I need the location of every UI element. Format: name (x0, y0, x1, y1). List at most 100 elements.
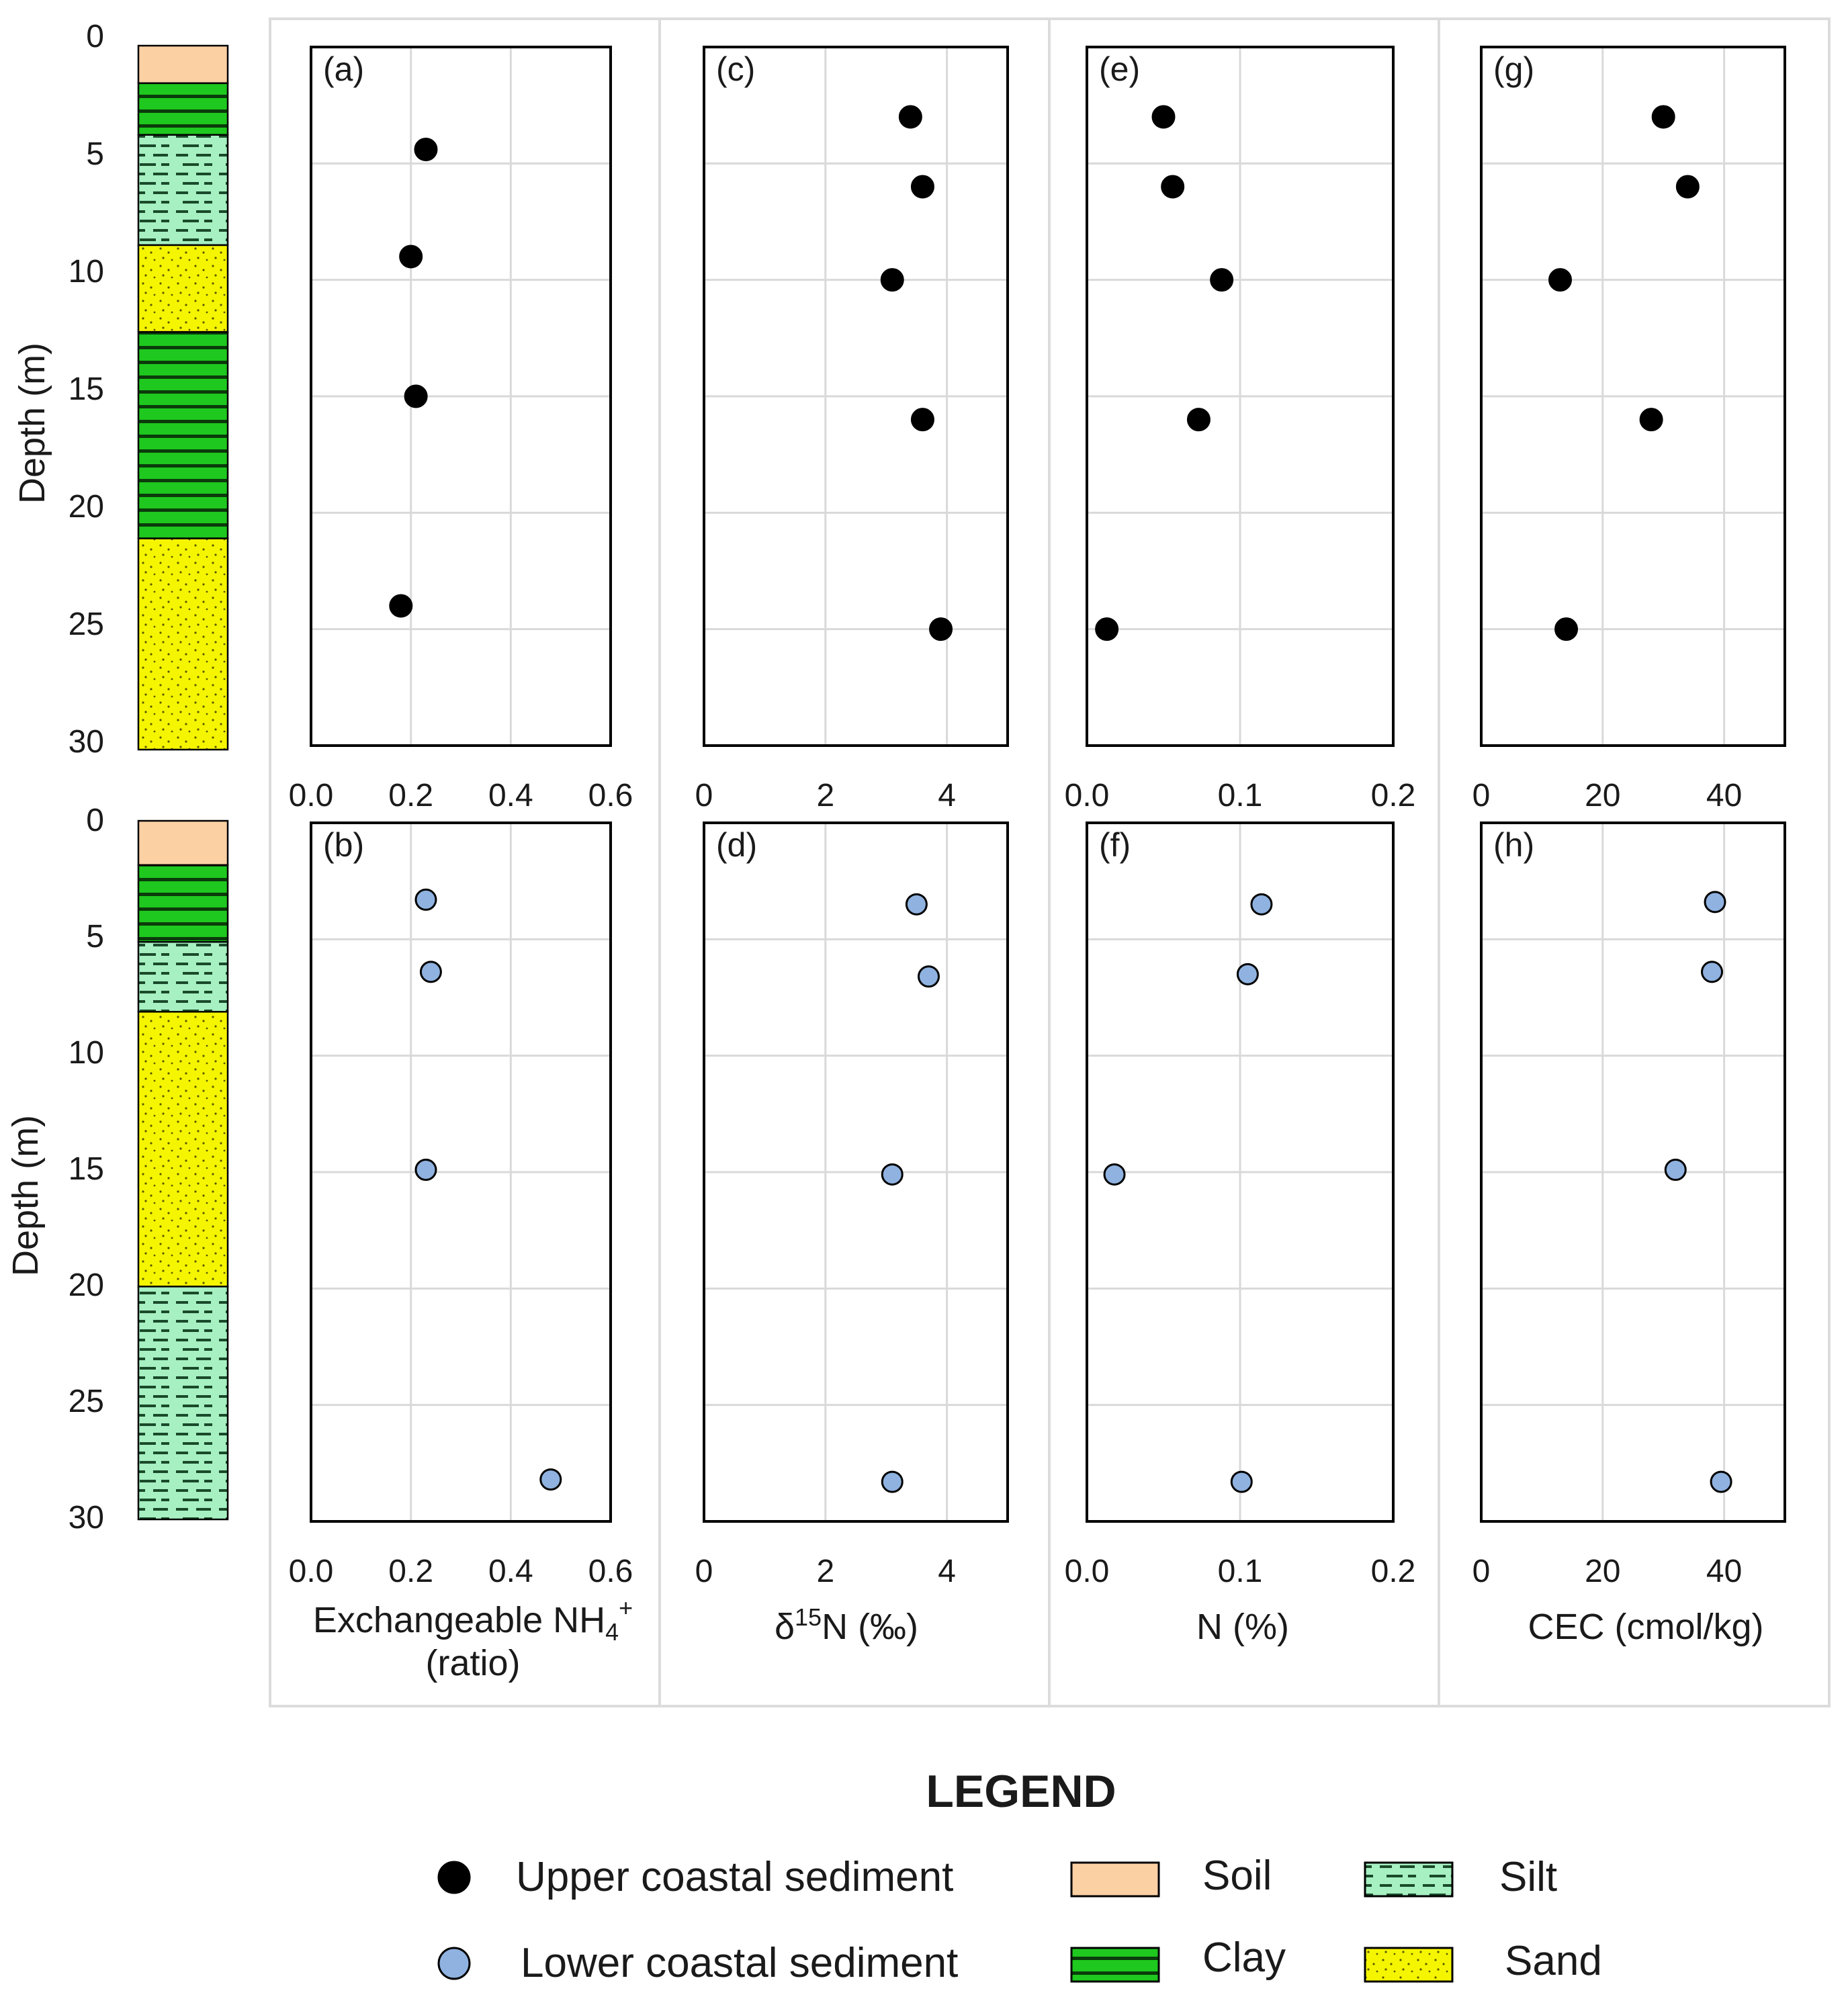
scatter-panel-b: (b) 0.0 0.2 0.4 0.6 (289, 821, 633, 1589)
d15n-label-sup: 15 (795, 1603, 822, 1631)
data-point (898, 105, 922, 129)
x-axis-title-nh4-line2: (ratio) (425, 1643, 520, 1683)
legend-clay-swatch (1070, 1947, 1160, 1983)
x-tick-label: 0 (1472, 778, 1491, 813)
lithology-layer-silt (137, 134, 229, 247)
panel-label: (f) (1099, 826, 1131, 864)
data-point (389, 594, 413, 618)
panel-label: (h) (1493, 826, 1534, 864)
data-point (917, 965, 940, 988)
x-tick-label: 0.2 (388, 778, 433, 813)
data-point (910, 175, 934, 199)
depth-tick-upper: 5 (86, 136, 104, 172)
lithology-layer-sand (137, 244, 229, 333)
depth-tick-upper: 0 (86, 19, 104, 54)
lithology-layer-sand (137, 1011, 229, 1288)
depth-tick-lower: 15 (69, 1151, 104, 1187)
lithology-column-lower (137, 819, 229, 1521)
data-point (1210, 268, 1234, 292)
data-point (1548, 268, 1573, 292)
data-point (1701, 961, 1724, 983)
scatter-panel-h: (h) 0 20 40 (1472, 821, 1786, 1589)
legend-sand-label: Sand (1505, 1938, 1602, 1984)
depth-tick-lower: 20 (69, 1268, 104, 1303)
depth-tick-upper: 15 (69, 371, 104, 407)
legend-soil-label: Soil (1202, 1853, 1272, 1899)
data-point (404, 384, 428, 408)
nh4-label-sub: 4 (605, 1618, 619, 1646)
legend-upper-marker (437, 1861, 471, 1894)
legend-soil-swatch (1070, 1861, 1160, 1898)
data-point (929, 617, 953, 641)
x-tick-label: 0 (1472, 1554, 1491, 1589)
x-tick-label: 2 (816, 778, 834, 813)
d15n-label-pre: δ (775, 1607, 795, 1647)
panel-label: (b) (323, 826, 364, 864)
x-tick-label: 0.0 (1065, 778, 1110, 813)
legend-sand-swatch (1364, 1947, 1454, 1983)
x-tick-label: 20 (1585, 1554, 1620, 1589)
data-point (1639, 408, 1663, 432)
x-tick-label: 40 (1706, 1554, 1742, 1589)
data-point (1554, 617, 1579, 641)
lithology-layer-clay (137, 330, 229, 539)
lithology-layer-soil (137, 44, 229, 85)
x-tick-label: 4 (938, 778, 956, 813)
data-point (1710, 1470, 1732, 1493)
nh4-label-sup: + (619, 1594, 633, 1621)
plot-frame (703, 821, 1009, 1523)
data-point (539, 1468, 562, 1491)
panel-label: (a) (323, 50, 364, 88)
data-point (881, 1470, 904, 1493)
data-point (414, 888, 437, 911)
legend-lower-marker (437, 1947, 471, 1980)
data-point (1236, 963, 1259, 985)
data-point (399, 244, 423, 269)
data-point (1103, 1163, 1126, 1186)
legend-clay-label: Clay (1202, 1935, 1286, 1981)
x-axis-title-n: N (%) (1196, 1607, 1289, 1647)
data-point (910, 408, 934, 432)
data-point (1675, 175, 1700, 199)
x-axis-title-cec: CEC (cmol/kg) (1528, 1607, 1763, 1647)
data-point (1230, 1470, 1253, 1493)
x-tick-label: 0.6 (588, 778, 633, 813)
lithology-layer-soil (137, 819, 229, 866)
data-point (1704, 891, 1726, 914)
x-tick-label: 0.2 (1371, 778, 1416, 813)
x-tick-label: 4 (938, 1554, 956, 1589)
plot-frame (703, 46, 1009, 747)
column-frame-4 (1438, 17, 1831, 1707)
scatter-panels: (a)0.0 0.2 0.4 0.6(b)0.0 0.2 0.4 0.6(c)0 2 4(d)0… (289, 46, 1786, 1589)
data-point (1095, 617, 1119, 641)
data-point (1664, 1159, 1687, 1182)
nh4-label-main: Exchangeable NH (313, 1600, 605, 1640)
data-point (1161, 175, 1185, 199)
depth-tick-upper: 10 (69, 254, 104, 290)
x-axis-title-d15n: δ15N (‰) (775, 1603, 918, 1647)
d15n-label-post: N (‰) (822, 1607, 918, 1647)
depth-tick-lower: 5 (86, 919, 104, 954)
legend-title: LEGEND (926, 1766, 1116, 1817)
legend-silt-label: Silt (1499, 1854, 1557, 1900)
x-tick-label: 0.0 (289, 778, 334, 813)
plot-frame (310, 46, 612, 747)
legend-upper-label: Upper coastal sediment (516, 1854, 953, 1900)
lithology-layer-clay (137, 864, 229, 943)
lithology-column-upper (137, 44, 229, 751)
legend: LEGEND Upper coastal sediment Lower coas… (437, 1766, 1602, 1986)
data-point (419, 961, 442, 983)
panel-label: (e) (1099, 50, 1140, 88)
scatter-panel-d: (d) 0 2 4 (695, 821, 1009, 1589)
x-tick-label: 0.4 (488, 1554, 533, 1589)
scatter-panel-e: (e) 0.0 0.1 0.2 (1065, 46, 1416, 813)
data-point (905, 893, 928, 916)
data-point (881, 1163, 904, 1186)
data-point (880, 268, 904, 292)
depth-axis-label-lower: Depth (m) (5, 1115, 46, 1276)
data-point (1151, 105, 1176, 129)
depth-axis-lower: Depth (m) 0 5 10 15 20 25 30 (5, 803, 104, 1536)
x-tick-label: 0.1 (1218, 1554, 1263, 1589)
x-tick-label: 0 (695, 778, 713, 813)
